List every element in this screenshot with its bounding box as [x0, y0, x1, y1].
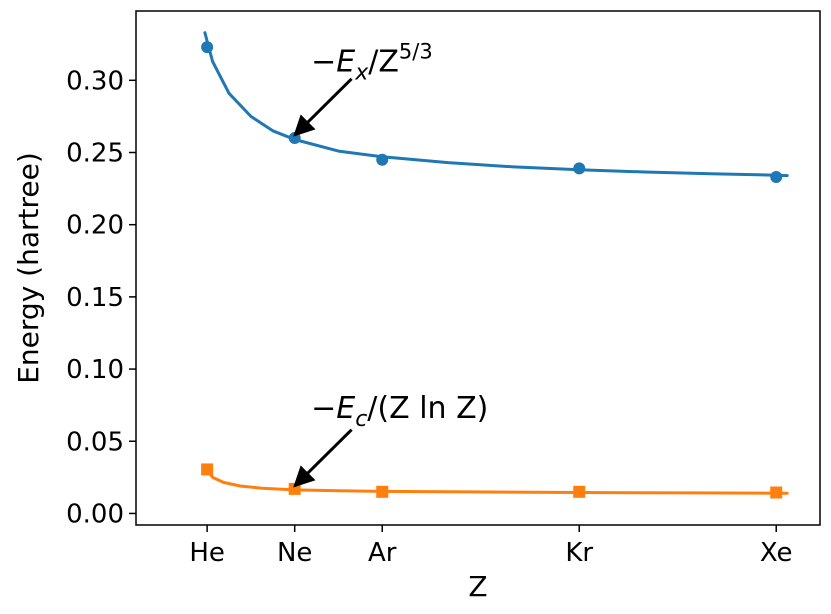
y-tick-label: 0.20	[66, 211, 124, 241]
series-0-fit-line	[203, 31, 789, 178]
y-tick-label: 0.30	[66, 66, 124, 96]
y-tick-label: 0.05	[66, 427, 124, 457]
y-tick-label: 0.10	[66, 355, 124, 385]
x-tick-label: Ar	[368, 538, 397, 568]
series-1-point	[770, 486, 783, 499]
y-tick-label: 0.00	[66, 499, 124, 529]
annotation-arrow	[293, 77, 353, 137]
y-tick-label: 0.15	[66, 283, 124, 313]
y-axis-label: Energy (hartree)	[12, 152, 45, 384]
series-1-point	[376, 485, 389, 498]
x-tick-label: Kr	[565, 538, 593, 568]
annotation-0: −Ex/Z5/3	[293, 40, 433, 137]
x-tick-label: He	[189, 538, 225, 568]
series-1-fit-line	[205, 468, 789, 495]
series-0-point	[573, 162, 586, 175]
annotation-text: −Ec/(Z ln Z)	[311, 391, 488, 432]
annotation-arrow	[293, 428, 353, 488]
series-0	[201, 31, 789, 184]
series-1	[201, 463, 789, 499]
y-tick-label: 0.25	[66, 138, 124, 168]
series-1-point	[201, 463, 214, 476]
annotation-1: −Ec/(Z ln Z)	[293, 391, 488, 488]
series-0-point	[201, 41, 214, 54]
plot-frame	[135, 10, 821, 526]
x-axis: He Ne Ar Kr Xe	[189, 525, 793, 568]
y-axis: 0.00 0.05 0.10 0.15 0.20 0.25 0.30	[66, 66, 136, 529]
series-0-point	[376, 153, 389, 166]
x-tick-label: Ne	[277, 538, 312, 568]
series-0-point	[770, 171, 783, 184]
series-1-point	[573, 485, 586, 498]
annotation-text: −Ex/Z5/3	[311, 40, 433, 86]
x-axis-label: Z	[468, 570, 487, 603]
x-tick-label: Xe	[760, 538, 793, 568]
